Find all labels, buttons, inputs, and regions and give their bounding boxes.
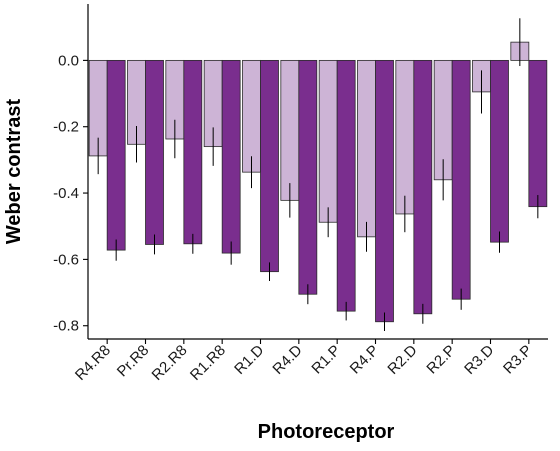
bar-dark-R2.P bbox=[451, 59, 471, 300]
bars-layer bbox=[88, 41, 548, 323]
bar-light-R2.D bbox=[395, 59, 415, 215]
bar-dark-R2.D bbox=[413, 59, 433, 315]
bar-dark-R2.R8 bbox=[183, 59, 203, 245]
bar-dark-R1.D bbox=[260, 59, 279, 273]
x-tick-label: R2.P bbox=[423, 342, 459, 378]
bar-dark-R4.D bbox=[298, 59, 318, 295]
y-tick-label: -0.6 bbox=[53, 251, 79, 268]
x-tick-label: R4.P bbox=[347, 342, 383, 378]
y-axis-title: Weber contrast bbox=[3, 99, 25, 245]
bar-light-R1.D bbox=[242, 59, 261, 173]
bar-dark-Pr.R8 bbox=[145, 59, 164, 245]
bar-dark-R3.P bbox=[528, 59, 548, 208]
bar-light-R1.P bbox=[318, 59, 338, 223]
bar-dark-R3.D bbox=[490, 59, 509, 243]
x-tick-label: R2.D bbox=[384, 342, 420, 378]
x-tick-label: R3.P bbox=[500, 342, 536, 378]
y-ticks-layer: 0.0 -0.2 -0.4 -0.6 -0.8 bbox=[53, 52, 88, 335]
y-tick-label: 0.0 bbox=[58, 52, 79, 69]
bar-dark-R1.P bbox=[336, 59, 356, 312]
bar-light-R4.P bbox=[357, 59, 376, 238]
bar-dark-R4.R8 bbox=[106, 59, 126, 251]
error-bars-layer bbox=[97, 18, 539, 332]
x-tick-label: Pr.R8 bbox=[114, 342, 153, 381]
bar-dark-R4.P bbox=[375, 59, 394, 323]
x-tick-label: R4.R8 bbox=[72, 342, 114, 384]
x-tick-label: R1.P bbox=[308, 342, 344, 378]
x-tick-label: R1.D bbox=[231, 342, 267, 378]
x-tick-label: R3.D bbox=[461, 342, 497, 378]
x-tick-label: R2.R8 bbox=[149, 342, 191, 384]
x-tick-label: R4.D bbox=[269, 342, 305, 378]
y-tick-label: -0.4 bbox=[53, 185, 79, 202]
y-tick-label: -0.8 bbox=[53, 318, 79, 335]
bar-dark-R1.R8 bbox=[221, 59, 241, 254]
x-tick-label: R1.R8 bbox=[187, 342, 229, 384]
axes-layer bbox=[87, 4, 548, 340]
x-axis-title: Photoreceptor bbox=[258, 421, 395, 443]
y-tick-label: -0.2 bbox=[53, 119, 79, 136]
bar-light-R4.D bbox=[280, 59, 300, 201]
